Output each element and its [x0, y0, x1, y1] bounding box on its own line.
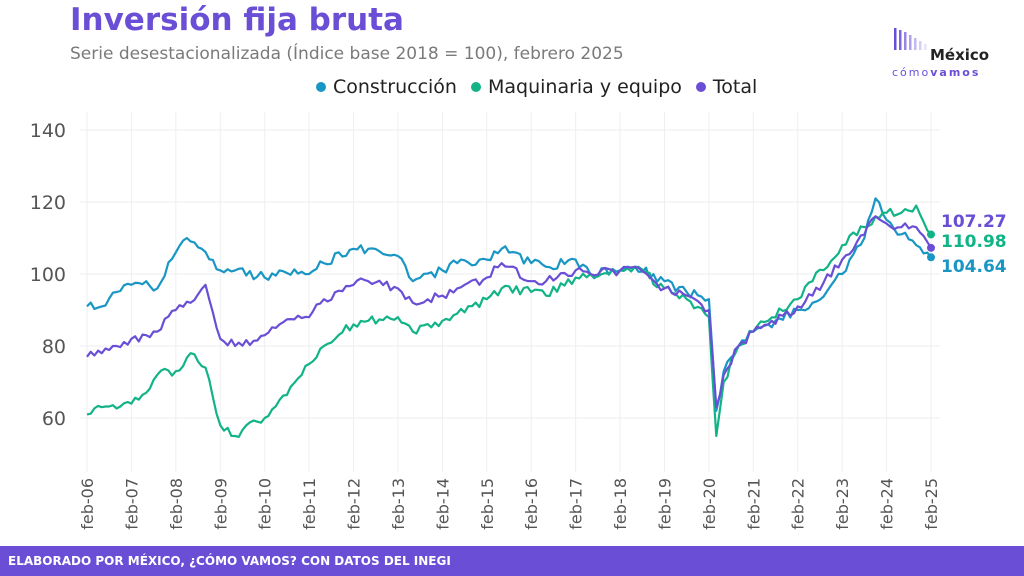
x-tick-label: feb-20 [700, 478, 719, 530]
legend-dot-construccion [316, 82, 326, 92]
x-tick-label: feb-21 [744, 478, 763, 530]
legend-item-total[interactable]: Total [695, 76, 758, 98]
x-tick-label: feb-22 [789, 478, 808, 530]
chart-title: Inversión fija bruta [70, 2, 404, 38]
legend-label-total: Total [712, 76, 758, 98]
y-tick-label: 80 [42, 336, 66, 358]
x-tick-label: feb-16 [522, 478, 541, 530]
x-tick-label: feb-24 [878, 478, 897, 530]
logo-tagline-a: cómo [892, 66, 931, 79]
x-tick-label: feb-15 [478, 478, 497, 530]
x-tick-label: feb-08 [167, 478, 186, 530]
x-tick-label: feb-18 [611, 478, 630, 530]
y-tick-label: 100 [30, 264, 66, 286]
logo-tagline-b: vamos [930, 66, 981, 79]
legend-dot-maquinaria [470, 82, 481, 92]
legend-label-construccion: Construcción [333, 76, 457, 98]
x-tick-label: feb-23 [833, 478, 852, 530]
logo-name: México [930, 46, 990, 64]
x-tick-label: feb-25 [922, 478, 941, 530]
footer-bar: ELABORADO POR MÉXICO, ¿CÓMO VAMOS? CON D… [0, 546, 1024, 576]
x-tick-label: feb-11 [300, 478, 319, 530]
x-tick-label: feb-17 [567, 478, 586, 530]
series-end-label-2: 107.27 [941, 212, 1007, 232]
series-end-point-1 [927, 230, 935, 239]
series-end-label-0: 104.64 [941, 257, 1007, 277]
legend-label-maquinaria: Maquinaria y equipo [487, 76, 682, 98]
legend-dot-total [695, 82, 706, 92]
series-end-label-1: 110.98 [941, 232, 1007, 252]
y-tick-label: 120 [30, 192, 66, 214]
legend-item-maquinaria[interactable]: Maquinaria y equipo [470, 76, 682, 98]
series-line-0 [86, 197, 932, 412]
legend-item-construccion[interactable]: Construcción [316, 76, 457, 98]
x-tick-label: feb-14 [433, 478, 452, 530]
line-chart: 60 80 100 120 140 feb-06 feb-07 feb-08 feb-09 feb… [30, 112, 1007, 530]
y-tick-label: 60 [42, 408, 66, 430]
x-tick-label: feb-06 [78, 478, 97, 530]
footer-credit: ELABORADO POR MÉXICO, ¿CÓMO VAMOS? CON D… [8, 554, 451, 568]
chart-subtitle: Serie desestacionalizada (Índice base 20… [70, 44, 624, 64]
mexico-como-vamos-logo: México cómovamos [888, 22, 1008, 82]
x-tick-label: feb-12 [345, 478, 364, 530]
x-tick-label: feb-13 [389, 478, 408, 530]
x-tick-label: feb-07 [122, 478, 141, 530]
chart-legend: Construcción Maquinaria y equipo Total [316, 76, 757, 98]
series-line-1 [86, 204, 932, 438]
series-end-point-0 [927, 253, 935, 262]
logo-tagline: cómovamos [892, 66, 980, 79]
x-tick-label: feb-19 [655, 478, 674, 530]
series-end-point-2 [927, 243, 935, 252]
x-tick-label: feb-10 [256, 478, 275, 530]
y-tick-label: 140 [30, 120, 66, 142]
logo-bars-icon [894, 28, 927, 50]
x-tick-label: feb-09 [211, 478, 230, 530]
series-line-2 [86, 215, 932, 409]
